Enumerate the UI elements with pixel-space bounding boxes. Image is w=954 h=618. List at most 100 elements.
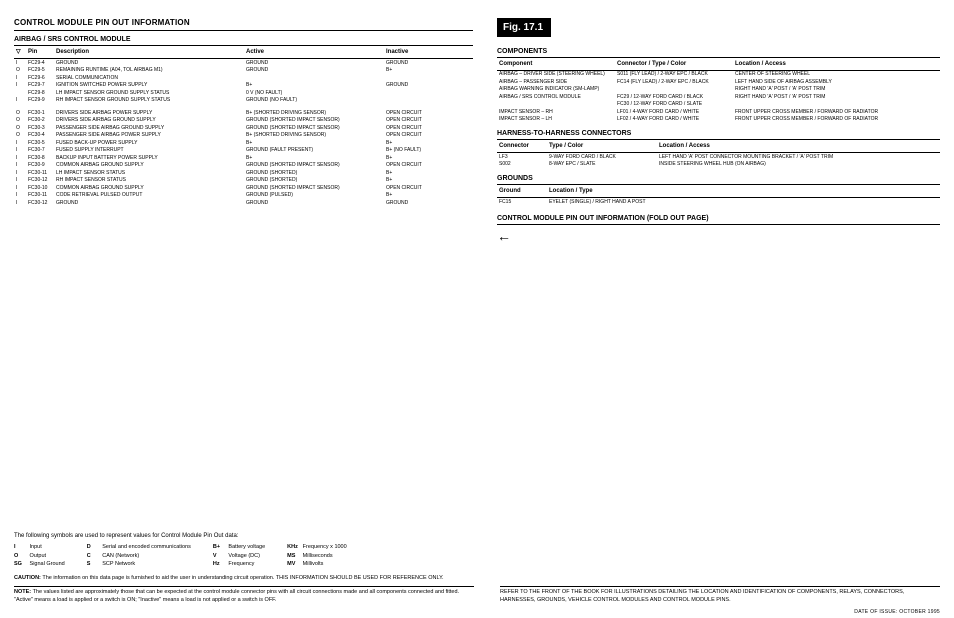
legend-item: I Input [14, 544, 65, 551]
cell-desc: SERIAL COMMUNICATION [54, 74, 244, 82]
cell: FC14 (FLY LEAD) / 2-WAY EPC / BLACK [615, 78, 733, 86]
table-row: S0028-WAY EPC / SLATEINSIDE STEERING WHE… [497, 161, 940, 169]
legend-item: B+ Battery voltage [213, 544, 265, 551]
legend-item: KHz Frequency x 1000 [287, 544, 347, 551]
table-row: LF39-WAY FORD CARD / BLACKLEFT HAND 'A' … [497, 153, 940, 161]
cell-inactive: B+ [384, 192, 473, 200]
cell-pin: FC30-11 [26, 192, 54, 200]
legend-item: D Serial and encoded communications [87, 544, 191, 551]
cell-inactive: OPEN CIRCUIT [384, 117, 473, 125]
cell-desc: LH IMPACT SENSOR STATUS [54, 169, 244, 177]
table-row: IMPACT SENSOR – LHLF02 / 4-WAY FORD CARD… [497, 116, 940, 124]
cell-pin: FC30-4 [26, 132, 54, 140]
cell-active: GROUND (PULSED) [244, 192, 384, 200]
cell: AIRBAG – DRIVER SIDE (STEERING WHEEL) [497, 70, 615, 78]
legend-lead: The following symbols are used to repres… [14, 532, 474, 540]
cell-inactive: B+ [384, 139, 473, 147]
harn-col-c: Location / Access [657, 142, 940, 152]
cell-desc: IGNITION SWITCHED POWER SUPPLY [54, 82, 244, 90]
cell-io: I [14, 184, 26, 192]
table-row: AIRBAG – PASSENGER SIDEFC14 (FLY LEAD) /… [497, 78, 940, 86]
cell-io: I [14, 82, 26, 90]
cell: S011 (FLY LEAD) / 2-WAY EPC / BLACK [615, 70, 733, 78]
cell: LF01 / 4-WAY FORD CARD / WHITE [615, 108, 733, 116]
cell-io: O [14, 132, 26, 140]
legend-item: SG Signal Ground [14, 561, 65, 568]
cell-inactive: B+ [384, 154, 473, 162]
table-row: IFC29-6SERIAL COMMUNICATION [14, 74, 473, 82]
cell-inactive: B+ (NO FAULT) [384, 147, 473, 155]
table-row: OFC30-2DRIVERS SIDE AIRBAG GROUND SUPPLY… [14, 117, 473, 125]
cell-pin: FC30-2 [26, 117, 54, 125]
cell-active: GROUND (SHORTED IMPACT SENSOR) [244, 162, 384, 170]
cell-pin: FC30-8 [26, 154, 54, 162]
cell: RIGHT HAND 'A' POST / 'A' POST TRIM [733, 93, 940, 101]
components-title: COMPONENTS [497, 47, 940, 58]
cell-pin: FC30-7 [26, 147, 54, 155]
grounds-title: GROUNDS [497, 174, 940, 185]
table-row: OFC30-4PASSENGER SIDE AIRBAG POWER SUPPL… [14, 132, 473, 140]
table-row: IFC29-9RH IMPACT SENSOR GROUND SUPPLY ST… [14, 97, 473, 105]
cell-inactive [384, 74, 473, 82]
cell-active: B+ (SHORTED DRIVING SENSOR) [244, 132, 384, 140]
table-row: OFC29-5REMAINING RUNTIME (A04, TOL AIRBA… [14, 67, 473, 75]
cell-desc: COMMON AIRBAG GROUND SUPPLY [54, 184, 244, 192]
col-inactive: Inactive [384, 48, 473, 58]
figure-badge: Fig. 17.1 [497, 18, 551, 37]
components-table: Component Connector / Type / Color Locat… [497, 60, 940, 123]
legend-item: MV Millivolts [287, 561, 347, 568]
cell: LEFT HAND SIDE OF AIRBAG ASSEMBLY [733, 78, 940, 86]
cell-io: O [14, 124, 26, 132]
legend-column: I InputO OutputSG Signal Ground [14, 544, 65, 568]
cell-io: I [14, 199, 26, 207]
cell-io: I [14, 162, 26, 170]
cell: INSIDE STEERING WHEEL HUB (ON AIRBAG) [657, 161, 940, 169]
cell-desc: GROUND [54, 199, 244, 207]
cell: AIRBAG / SRS CONTROL MODULE [497, 93, 615, 101]
cell-io: O [14, 109, 26, 117]
cell: S002 [497, 161, 547, 169]
cell-desc: COMMON AIRBAG GROUND SUPPLY [54, 162, 244, 170]
cell: LF3 [497, 153, 547, 161]
cell-active: GROUND [244, 199, 384, 207]
col-desc: Description [54, 48, 244, 58]
cell [615, 86, 733, 94]
cell-pin: FC29-4 [26, 59, 54, 67]
harn-col-a: Connector [497, 142, 547, 152]
table-row: IFC30-7FUSED SUPPLY INTERRUPTGROUND (FAU… [14, 147, 473, 155]
table-row: FC29-8LH IMPACT SENSOR GROUND SUPPLY STA… [14, 89, 473, 97]
page-title: CONTROL MODULE PIN OUT INFORMATION [14, 18, 473, 31]
table-row: IFC30-9COMMON AIRBAG GROUND SUPPLYGROUND… [14, 162, 473, 170]
legend-item: S SCP Network [87, 561, 191, 568]
cell-desc: GROUND [54, 59, 244, 67]
cell [733, 101, 940, 109]
foldout-title: CONTROL MODULE PIN OUT INFORMATION (FOLD… [497, 214, 940, 225]
grounds-table: Ground Location / Type FC15EYELET (SINGL… [497, 187, 940, 205]
cell-desc: PASSENGER SIDE AIRBAG POWER SUPPLY [54, 132, 244, 140]
cell-active: GROUND (SHORTED IMPACT SENSOR) [244, 184, 384, 192]
table-row: IFC30-11CODE RETRIEVAL PULSED OUTPUTGROU… [14, 192, 473, 200]
pinout-table: ▽ Pin Description Active Inactive IFC29-… [14, 48, 473, 206]
cell-desc: REMAINING RUNTIME (A04, TOL AIRBAG M1) [54, 67, 244, 75]
table-row: AIRBAG / SRS CONTROL MODULEFC29 / 12-WAY… [497, 93, 940, 101]
cell-active: 0 V (NO FAULT) [244, 89, 384, 97]
cell-pin: FC30-11 [26, 169, 54, 177]
cell-inactive: GROUND [384, 82, 473, 90]
cell-io: I [14, 97, 26, 105]
cell-active: GROUND (NO FAULT) [244, 97, 384, 105]
cell-io: O [14, 67, 26, 75]
legend: I InputO OutputSG Signal Ground D Serial … [14, 544, 474, 568]
comp-col-b: Connector / Type / Color [615, 60, 733, 70]
cell-desc: RH IMPACT SENSOR GROUND SUPPLY STATUS [54, 97, 244, 105]
cell-desc: BACKUP INPUT BATTERY POWER SUPPLY [54, 154, 244, 162]
cell: AIRBAG WARNING INDICATOR (SM-LAMP) [497, 86, 615, 94]
cell-inactive: GROUND [384, 199, 473, 207]
left-page: CONTROL MODULE PIN OUT INFORMATION AIRBA… [14, 18, 489, 245]
cell-desc: DRIVERS SIDE AIRBAG GROUND SUPPLY [54, 117, 244, 125]
date-of-issue: DATE OF ISSUE: OCTOBER 1995 [854, 609, 940, 616]
cell: RIGHT HAND 'A' POST / 'A' POST TRIM [733, 86, 940, 94]
cell-inactive: B+ [384, 177, 473, 185]
cell-inactive: OPEN CIRCUIT [384, 109, 473, 117]
cell-inactive: OPEN CIRCUIT [384, 132, 473, 140]
footer-right: REFER TO THE FRONT OF THE BOOK FOR ILLUS… [500, 586, 940, 604]
